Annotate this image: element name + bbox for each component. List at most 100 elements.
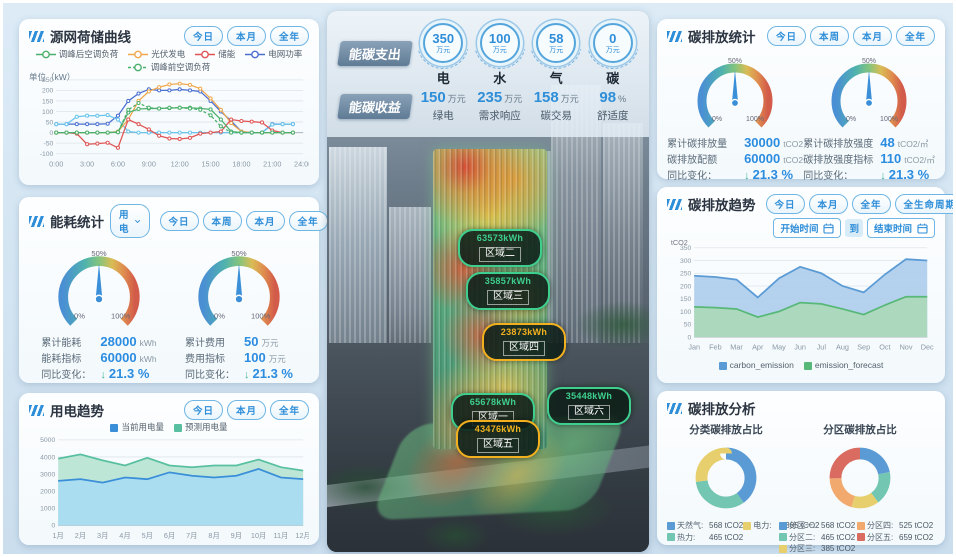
source-filter-buttons: 今日 本月 全年 <box>180 26 309 46</box>
gauge-stat-row: 同比变化： ↓ 21.3 % <box>803 167 930 183</box>
expense-name: 碳 <box>606 71 620 86</box>
gauge-stat-row: 费用指标 100 万元 <box>185 349 286 365</box>
gauge-stats: 累计碳排放强度 48 tCO2/㎡ 碳排放强度指标 110 tCO2/㎡ 同比变化： ↓ 21.… <box>803 136 935 184</box>
svg-text:2000: 2000 <box>40 488 55 495</box>
svg-text:2月: 2月 <box>75 531 86 540</box>
svg-text:12月: 12月 <box>295 531 309 540</box>
panel-carbon-trend: 碳排放趋势 今日 本月 全年 全生命周期 开始时间 到 结束时间 <box>657 187 953 383</box>
svg-text:0: 0 <box>50 130 54 137</box>
panel-title: 源网荷储曲线 <box>50 30 131 45</box>
zone-marker-区域六[interactable]: 35448kWh 区域六 <box>547 387 631 425</box>
svg-text:Dec: Dec <box>921 343 934 352</box>
carbon-stat-filter-buttons: 今日 本周 本月 全年 <box>763 26 935 46</box>
carbon-intensity-gauge: 50% 0% 100% 累计碳排放强度 48 tCO2/㎡ 碳排放强度指标 110 tCO2/㎡… <box>803 54 935 184</box>
source-grid-line-chart[interactable]: -100 -50 0 50 100 150 200 250 0:00 3:00 6:00 9:00 12… <box>29 74 309 175</box>
donut-title: 分类碳排放占比 <box>689 424 763 436</box>
legend-item: 调峰后空调负荷 <box>35 48 118 61</box>
svg-text:100%: 100% <box>746 116 764 123</box>
filter-button-3[interactable]: 全年 <box>269 400 309 420</box>
expense-unit: 万元 <box>436 46 451 54</box>
source-legend: 调峰后空调负荷 光伏发电 储能 电网功率 调峰前空调负荷 <box>29 48 309 74</box>
donut-legend-item: 电力: 385 tCO2 <box>743 520 820 532</box>
filter-button-2[interactable]: 本月 <box>226 400 266 420</box>
filter-button-1[interactable]: 今日 <box>183 400 223 420</box>
svg-text:Nov: Nov <box>900 343 913 352</box>
filter-button-1[interactable]: 今日 <box>183 26 223 46</box>
filter-button-1[interactable]: 今日 <box>159 211 199 231</box>
filter-button-1[interactable]: 今日 <box>765 194 805 214</box>
donut-legend-item: 分区三: 385 tCO2 <box>779 543 857 554</box>
chevron-down-icon <box>135 219 141 223</box>
panel-title: 碳排放统计 <box>688 30 756 45</box>
power-trend-area-chart[interactable]: 0 1000 2000 3000 4000 5000 1月 2月 3月 4月 5月 6月 7月 8月 9月 1… <box>29 434 309 547</box>
legend-item: 储能 <box>195 48 235 61</box>
panel-power-trend: 用电趋势 今日 本月 全年 当前用电量 预测用电量 0 1000 2000 3000 4000… <box>19 393 319 545</box>
filter-button-3[interactable]: 本月 <box>245 211 285 231</box>
filter-button-3[interactable]: 全年 <box>269 26 309 46</box>
svg-text:250: 250 <box>680 271 692 278</box>
expense-unit: 万元 <box>492 46 507 54</box>
end-date-input[interactable]: 结束时间 <box>866 218 935 238</box>
svg-text:Jan: Jan <box>688 343 700 352</box>
svg-text:200: 200 <box>42 88 54 95</box>
zone-marker-区域五[interactable]: 43476kWh 区域五 <box>456 420 540 458</box>
date-join-label: 到 <box>845 219 863 237</box>
income-item-碳交易: 158 万元 碳交易 <box>533 89 579 122</box>
svg-text:Jul: Jul <box>817 343 827 352</box>
category-donut-chart[interactable] <box>688 440 764 516</box>
energy-type-dropdown[interactable]: 用电 <box>110 204 150 238</box>
expense-unit: 万元 <box>549 46 564 54</box>
zone-marker-区域二[interactable]: 63573kWh 区域二 <box>458 229 542 267</box>
svg-text:Sep: Sep <box>857 343 870 352</box>
zone-marker-区域三[interactable]: 35857kWh 区域三 <box>466 272 550 310</box>
filter-button-3[interactable]: 全年 <box>851 194 891 214</box>
expense-name: 水 <box>493 71 507 86</box>
svg-text:200: 200 <box>680 283 692 290</box>
svg-text:-50: -50 <box>43 140 53 147</box>
svg-text:100%: 100% <box>251 312 271 321</box>
svg-text:3000: 3000 <box>40 471 55 478</box>
calendar-icon <box>823 223 835 234</box>
filter-button-2[interactable]: 本周 <box>202 211 242 231</box>
panel-carbon-stats: 碳排放统计 今日 本周 本月 全年 50% 0% 100% 累计碳排放量 30000 tCO2 碳… <box>657 19 945 182</box>
svg-text:Aug: Aug <box>836 343 849 352</box>
filter-button-4[interactable]: 全年 <box>288 211 328 231</box>
date-range-row: 开始时间 到 结束时间 <box>667 218 935 238</box>
svg-text:350: 350 <box>680 245 692 252</box>
svg-text:9:00: 9:00 <box>142 159 156 168</box>
zone-marker-区域四[interactable]: 23873kWh 区域四 <box>482 323 566 361</box>
svg-text:150: 150 <box>42 98 54 105</box>
expense-circle: 0 万元 <box>592 23 633 63</box>
gauge-stat-row: 同比变化： ↓ 21.3 % <box>185 365 293 381</box>
legend-item: 电网功率 <box>245 48 302 61</box>
filter-button-2[interactable]: 本周 <box>809 26 849 46</box>
gauge-stat-row: 累计碳排放强度 48 tCO2/㎡ <box>803 135 929 151</box>
gauge-stats: 累计碳排放量 30000 tCO2 碳排放配额 60000 tCO2 同比变化： ↓ 21.3 … <box>667 136 803 184</box>
income-item-舒适度: 98% 舒适度 <box>597 89 629 122</box>
expense-value: 350 <box>432 30 455 46</box>
zone-donut-chart[interactable] <box>822 440 898 516</box>
svg-text:12:00: 12:00 <box>171 159 189 168</box>
filter-button-4[interactable]: 全生命周期 <box>894 194 953 214</box>
svg-text:50%: 50% <box>728 58 742 65</box>
income-item-需求响应: 235 万元 需求响应 <box>477 89 523 122</box>
filter-button-4[interactable]: 全年 <box>895 26 935 46</box>
svg-text:18:00: 18:00 <box>232 159 250 168</box>
svg-text:7月: 7月 <box>186 531 197 540</box>
filter-button-2[interactable]: 本月 <box>226 26 266 46</box>
expense-item-水: 100 万元水 <box>479 19 520 87</box>
start-date-input[interactable]: 开始时间 <box>773 218 842 238</box>
expense-value: 100 <box>488 30 511 46</box>
carbon-trend-legend: carbon_emission emission_forecast <box>667 359 935 372</box>
svg-text:3月: 3月 <box>97 531 108 540</box>
donut-legend-item: 天然气: 568 tCO2 <box>667 520 743 532</box>
filter-button-3[interactable]: 本月 <box>852 26 892 46</box>
svg-text:50%: 50% <box>231 249 246 258</box>
svg-text:50%: 50% <box>91 249 106 258</box>
down-arrow-icon: ↓ <box>744 170 750 182</box>
filter-button-2[interactable]: 本月 <box>808 194 848 214</box>
filter-button-1[interactable]: 今日 <box>766 26 806 46</box>
svg-text:6:00: 6:00 <box>111 159 125 168</box>
svg-text:24:00: 24:00 <box>294 159 309 168</box>
